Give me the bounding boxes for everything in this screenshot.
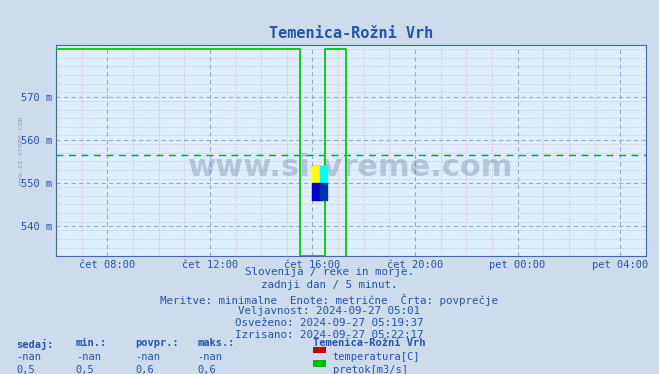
Text: 0,5: 0,5 [16, 365, 35, 374]
Bar [312, 166, 320, 183]
Text: 0,5: 0,5 [76, 365, 94, 374]
Text: -nan: -nan [76, 352, 101, 362]
Text: -nan: -nan [135, 352, 160, 362]
Text: pretok[m3/s]: pretok[m3/s] [333, 365, 408, 374]
Text: maks.:: maks.: [198, 338, 235, 349]
Text: min.:: min.: [76, 338, 107, 349]
Text: Temenica-Rožni Vrh: Temenica-Rožni Vrh [313, 338, 426, 349]
Text: -nan: -nan [16, 352, 42, 362]
Text: 0,6: 0,6 [198, 365, 216, 374]
Text: Izrisano: 2024-09-27 05:22:17: Izrisano: 2024-09-27 05:22:17 [235, 330, 424, 340]
Text: Veljavnost: 2024-09-27 05:01: Veljavnost: 2024-09-27 05:01 [239, 306, 420, 316]
Text: Osveženo: 2024-09-27 05:19:37: Osveženo: 2024-09-27 05:19:37 [235, 318, 424, 328]
Bar [320, 183, 327, 200]
Bar [312, 183, 320, 200]
Text: temperatura[C]: temperatura[C] [333, 352, 420, 362]
Text: www.si-vreme.com: www.si-vreme.com [18, 117, 24, 184]
Text: -nan: -nan [198, 352, 223, 362]
Text: sedaj:: sedaj: [16, 338, 54, 349]
Text: povpr.:: povpr.: [135, 338, 179, 349]
Title: Temenica-Rožni Vrh: Temenica-Rožni Vrh [269, 26, 433, 41]
Bar [320, 166, 327, 183]
Text: Meritve: minimalne  Enote: metrične  Črta: povprečje: Meritve: minimalne Enote: metrične Črta:… [161, 294, 498, 306]
Text: www.si-vreme.com: www.si-vreme.com [188, 153, 513, 182]
Text: 0,6: 0,6 [135, 365, 154, 374]
Text: zadnji dan / 5 minut.: zadnji dan / 5 minut. [261, 280, 398, 291]
Text: Slovenija / reke in morje.: Slovenija / reke in morje. [245, 267, 414, 278]
